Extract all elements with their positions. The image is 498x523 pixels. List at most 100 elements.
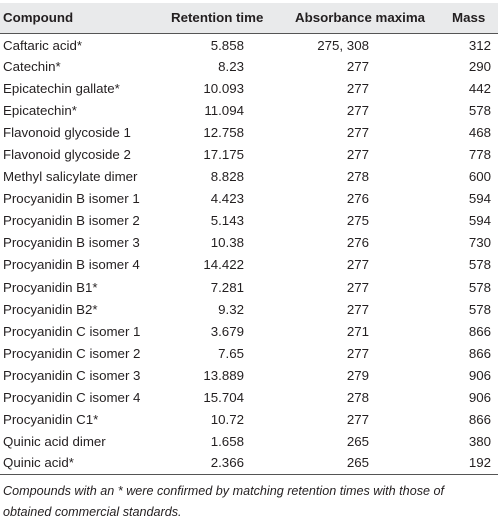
table-row: Caftaric acid* 5.858 275, 308 312 [0, 33, 498, 55]
retention-time-cell: 3.679 [210, 323, 244, 339]
table-body: Caftaric acid* 5.858 275, 308 312 Catechin* 8… [0, 33, 498, 476]
table-row: Flavonoid glycoside 2 17.175 277 778 [0, 143, 498, 165]
absorbance-maxima-cell: 277 [346, 412, 369, 428]
table-row: Procyanidin B isomer 3 10.38 276 730 [0, 232, 498, 254]
absorbance-maxima-cell: 278 [346, 390, 369, 406]
table-row: Procyanidin C isomer 2 7.65 277 866 [0, 342, 498, 364]
absorbance-maxima-cell: 265 [346, 434, 369, 450]
compound-cell: Quinic acid dimer [3, 434, 106, 450]
header-absorbance-maxima: Absorbance maxima [283, 3, 444, 34]
retention-time-cell: 10.72 [210, 412, 244, 428]
absorbance-maxima-cell: 279 [346, 367, 369, 383]
table-row: Procyanidin C1* 10.72 277 866 [0, 409, 498, 431]
absorbance-maxima-cell: 275 [346, 213, 369, 229]
header-row: Compound Retention time Absorbance maxim… [0, 3, 498, 34]
table-row: Catechin* 8.23 277 290 [0, 55, 498, 77]
mass-cell: 730 [468, 235, 491, 251]
table-row: Flavonoid glycoside 1 12.758 277 468 [0, 121, 498, 143]
absorbance-maxima-cell: 271 [346, 323, 369, 339]
absorbance-maxima-cell: 277 [346, 58, 369, 74]
absorbance-maxima-cell: 275, 308 [317, 38, 369, 54]
table-row: Procyanidin B isomer 1 4.423 276 594 [0, 188, 498, 210]
compound-cell: Procyanidin B2* [3, 301, 98, 317]
mass-cell: 600 [468, 169, 491, 185]
mass-cell: 578 [468, 102, 491, 118]
compound-cell: Caftaric acid* [3, 38, 83, 54]
absorbance-maxima-cell: 265 [283, 452, 444, 476]
mass-cell: 312 [468, 38, 491, 54]
table-row: Quinic acid dimer 1.658 265 380 [0, 431, 498, 453]
compound-cell: Quinic acid* [0, 452, 165, 476]
absorbance-maxima-cell: 277 [346, 257, 369, 273]
retention-time-cell: 13.889 [203, 367, 244, 383]
table-header: Compound Retention time Absorbance maxim… [0, 3, 498, 34]
retention-time-cell: 2.366 [165, 452, 283, 476]
retention-time-cell: 8.23 [218, 58, 244, 74]
compound-cell: Procyanidin C isomer 4 [3, 390, 141, 406]
compound-cell: Procyanidin B1* [3, 279, 98, 295]
absorbance-maxima-cell: 277 [346, 147, 369, 163]
retention-time-cell: 17.175 [203, 147, 244, 163]
mass-cell: 578 [468, 301, 491, 317]
compound-cell: Flavonoid glycoside 1 [3, 124, 131, 140]
retention-time-cell: 1.658 [210, 434, 244, 450]
table-row: Procyanidin C isomer 1 3.679 271 866 [0, 320, 498, 342]
compound-cell: Procyanidin B isomer 3 [3, 235, 140, 251]
compound-cell: Procyanidin C isomer 2 [3, 345, 141, 361]
compound-cell: Epicatechin* [3, 102, 77, 118]
retention-time-cell: 15.704 [203, 390, 244, 406]
table-row: Quinic acid* 2.366 265 192 [0, 452, 498, 476]
retention-time-cell: 10.093 [203, 80, 244, 96]
header-mass: Mass [444, 3, 498, 34]
retention-time-cell: 5.143 [210, 213, 244, 229]
mass-cell: 594 [468, 213, 491, 229]
compound-cell: Epicatechin gallate* [3, 80, 120, 96]
table-row: Procyanidin B1* 7.281 277 578 [0, 276, 498, 298]
mass-cell: 192 [444, 452, 498, 476]
compound-cell: Procyanidin B isomer 1 [3, 191, 140, 207]
mass-cell: 906 [468, 390, 491, 406]
table-row: Procyanidin C isomer 4 15.704 278 906 [0, 387, 498, 409]
table-row: Procyanidin B isomer 2 5.143 275 594 [0, 210, 498, 232]
retention-time-cell: 4.423 [210, 191, 244, 207]
compound-cell: Methyl salicylate dimer [3, 169, 138, 185]
mass-cell: 866 [468, 412, 491, 428]
compound-cell: Procyanidin C1* [3, 412, 99, 428]
retention-time-cell: 8.828 [210, 169, 244, 185]
mass-cell: 778 [468, 147, 491, 163]
header-retention-time: Retention time [165, 3, 283, 34]
retention-time-cell: 5.858 [210, 38, 244, 54]
table-row: Procyanidin B2* 9.32 277 578 [0, 298, 498, 320]
absorbance-maxima-cell: 277 [346, 301, 369, 317]
compound-cell: Procyanidin C isomer 3 [3, 367, 141, 383]
table-footnote: Compounds with an * were confirmed by ma… [3, 484, 444, 520]
absorbance-maxima-cell: 277 [346, 345, 369, 361]
mass-cell: 866 [468, 345, 491, 361]
header-compound: Compound [0, 3, 165, 34]
mass-cell: 578 [468, 279, 491, 295]
table-row: Procyanidin C isomer 3 13.889 279 906 [0, 364, 498, 386]
table-row: Methyl salicylate dimer 8.828 278 600 [0, 166, 498, 188]
mass-cell: 578 [468, 257, 491, 273]
table-row: Procyanidin B isomer 4 14.422 277 578 [0, 254, 498, 276]
retention-time-cell: 7.65 [218, 345, 244, 361]
absorbance-maxima-cell: 276 [346, 235, 369, 251]
retention-time-cell: 11.094 [204, 102, 244, 118]
absorbance-maxima-cell: 277 [346, 279, 369, 295]
absorbance-maxima-cell: 277 [346, 124, 369, 140]
mass-cell: 906 [468, 367, 491, 383]
compound-cell: Catechin* [3, 58, 61, 74]
absorbance-maxima-cell: 277 [346, 102, 369, 118]
retention-time-cell: 14.422 [203, 257, 244, 273]
compound-cell: Procyanidin B isomer 2 [3, 213, 140, 229]
retention-time-cell: 9.32 [218, 301, 244, 317]
mass-cell: 866 [468, 323, 491, 339]
compound-cell: Flavonoid glycoside 2 [3, 147, 131, 163]
retention-time-cell: 12.758 [203, 124, 244, 140]
table-row: Epicatechin* 11.094 277 578 [0, 99, 498, 121]
table-row: Epicatechin gallate* 10.093 277 442 [0, 77, 498, 99]
mass-cell: 594 [468, 191, 491, 207]
absorbance-maxima-cell: 276 [346, 191, 369, 207]
compound-cell: Procyanidin B isomer 4 [3, 257, 140, 273]
